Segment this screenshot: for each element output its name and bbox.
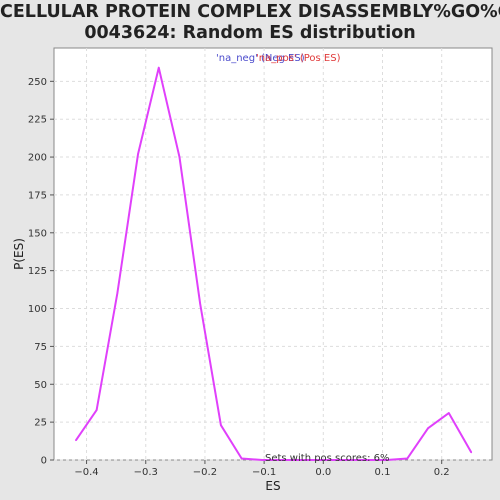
y-tick-label: 100 xyxy=(28,304,47,315)
data-point xyxy=(75,439,77,442)
pos-scores-annotation: Sets with pos scores: 6% xyxy=(265,453,390,464)
y-tick-label: 175 xyxy=(28,190,47,201)
chart-title-line-1: CELLULAR PROTEIN COMPLEX DISASSEMBLY%GO%… xyxy=(0,2,500,22)
legend-pos-label: 'na_pos' (Pos ES) xyxy=(256,53,341,64)
y-tick-label: 0 xyxy=(41,456,47,467)
series-layer xyxy=(75,66,473,461)
plot-area xyxy=(53,47,493,461)
y-tick-label: 225 xyxy=(28,115,47,126)
data-point xyxy=(365,459,367,461)
x-tick-label: −0.4 xyxy=(74,467,98,478)
data-point xyxy=(199,303,201,305)
chart-title-line-2: 0043624: Random ES distribution xyxy=(84,23,416,43)
chart-title: CELLULAR PROTEIN COMPLEX DISASSEMBLY%GO%… xyxy=(0,2,500,44)
data-point xyxy=(240,457,243,460)
data-point xyxy=(323,459,326,461)
y-axis-title: P(ES) xyxy=(12,238,26,270)
y-tick-label: 125 xyxy=(28,266,47,277)
data-point xyxy=(220,424,222,426)
data-point xyxy=(282,459,284,461)
data-point xyxy=(385,459,388,461)
data-point xyxy=(261,459,264,461)
y-tick-label: 200 xyxy=(28,153,47,164)
data-point xyxy=(406,457,409,460)
data-point xyxy=(95,409,98,411)
x-tick-label: 0.2 xyxy=(434,467,450,478)
data-point xyxy=(447,412,450,414)
x-axis-title: ES xyxy=(265,479,280,493)
data-point xyxy=(470,451,473,454)
data-point xyxy=(344,459,347,461)
y-tick-label: 50 xyxy=(34,380,47,391)
x-tick-label: 0.0 xyxy=(315,467,331,478)
data-point xyxy=(137,153,139,155)
y-tick-label: 25 xyxy=(34,418,47,429)
data-point xyxy=(157,66,160,69)
axis-ticks: 0 25 50 75 100 125 150 175 200 225 250 −0.4 −0.3 −0.2… xyxy=(28,77,450,478)
y-tick-label: 75 xyxy=(34,342,47,353)
x-tick-label: 0.1 xyxy=(375,467,391,478)
x-tick-label: −0.2 xyxy=(193,467,217,478)
data-point xyxy=(116,292,119,295)
grid xyxy=(54,48,492,461)
x-tick-label: −0.1 xyxy=(252,467,276,478)
y-tick-label: 150 xyxy=(28,228,47,239)
data-point xyxy=(427,427,429,429)
legend: 'na_neg' (Neg ES) 'na_pos' (Pos ES) xyxy=(216,53,341,64)
data-point xyxy=(302,459,305,461)
x-tick-label: −0.3 xyxy=(134,467,158,478)
legend-neg-label: 'na_neg' (Neg ES) xyxy=(216,53,305,64)
series-line xyxy=(75,66,473,461)
data-point xyxy=(178,156,181,158)
y-tick-label: 250 xyxy=(28,77,47,88)
